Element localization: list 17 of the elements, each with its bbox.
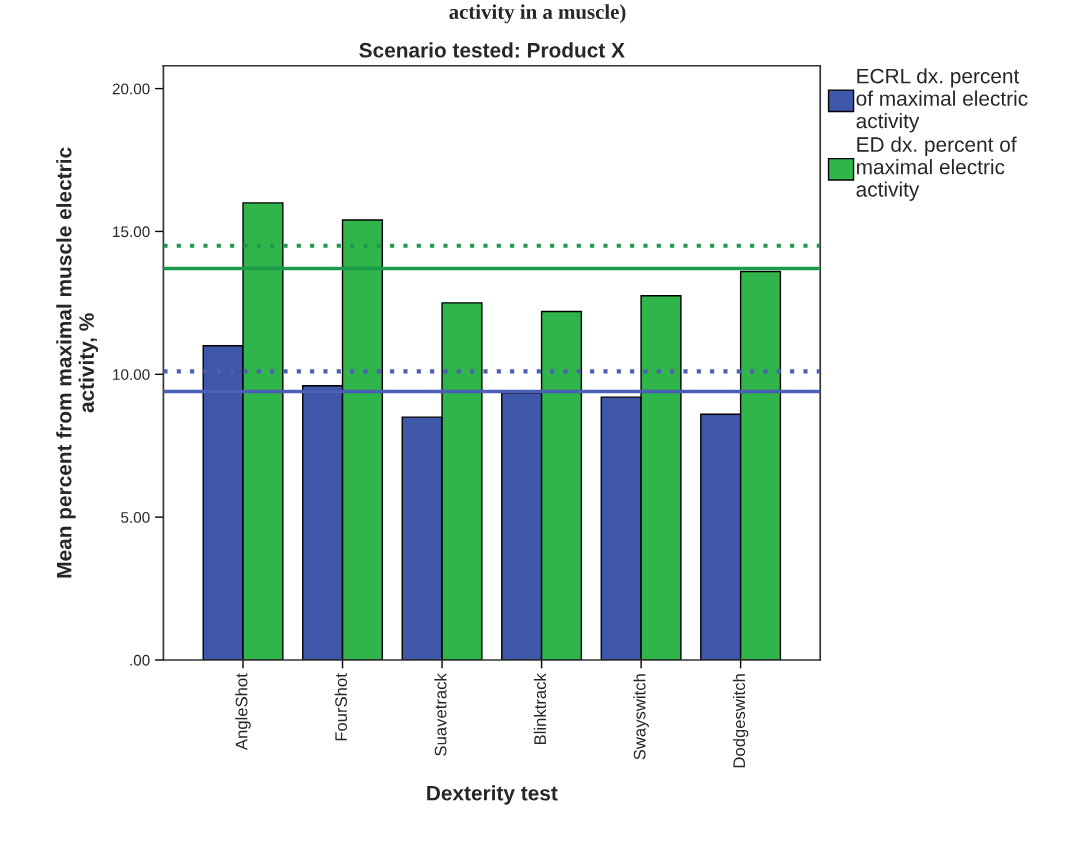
y-tick-label: 10.00 (113, 369, 150, 380)
chart-title: Scenario tested: Product X (359, 42, 625, 58)
x-tick-label: Dodgeswitch (732, 674, 749, 768)
x-tick-label: Suavetrack (434, 673, 447, 756)
legend-label: ECRL dx. percent of maximal electric activity (856, 68, 1028, 133)
y-tick-label: 5.00 (121, 512, 150, 523)
x-axis-title: Dexterity test (427, 785, 558, 805)
legend-label: ED dx. percent of maximal electric activity (856, 136, 1017, 201)
y-tick-label: .00 (130, 654, 150, 666)
x-tick-label: Swayswitch (633, 674, 649, 760)
y-tick-label: 20.00 (112, 83, 150, 95)
x-tick-label: Blinktrack (533, 673, 547, 745)
x-tick-label: AngleShot (235, 673, 251, 751)
text: activity in a muscle) (449, 4, 626, 24)
y-tick-label: 15.00 (113, 226, 150, 238)
x-tick-label: FourShot (334, 673, 348, 741)
y-axis-title: Mean percent from maximal muscle electric activity, % (56, 147, 99, 578)
